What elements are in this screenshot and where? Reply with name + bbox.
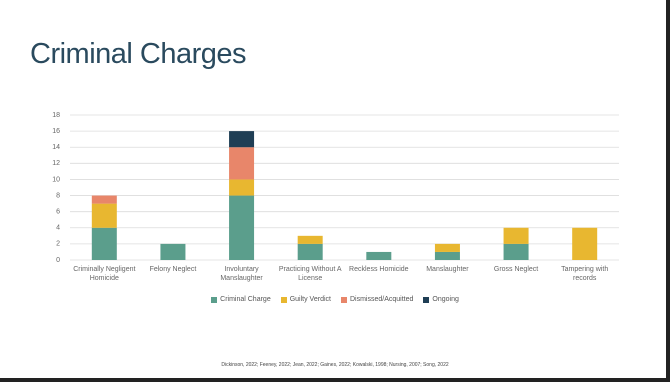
y-tick-label: 4 <box>56 225 60 232</box>
bar-segment <box>229 147 255 180</box>
bar-segment <box>229 179 255 196</box>
legend-swatch <box>423 296 430 303</box>
legend-swatch <box>211 296 218 303</box>
legend-item: Criminal Charge <box>211 296 271 303</box>
x-tick-label: Manslaughter <box>426 266 469 273</box>
bar-segment <box>434 243 460 252</box>
bar-segment <box>503 243 529 260</box>
source-note: Dickinson, 2022; Feeney, 2022; Jean, 202… <box>221 362 449 368</box>
x-tick-label: Felony Neglect <box>149 266 197 273</box>
bar-segment <box>91 203 117 228</box>
y-tick-label: 10 <box>52 176 60 183</box>
bar-segment <box>91 195 117 204</box>
legend-swatch <box>280 296 287 303</box>
bar-segment <box>572 227 598 260</box>
bar-segment <box>229 195 255 260</box>
x-tick-label: Gross Neglect <box>493 266 539 273</box>
x-tick-label: Involuntary Manslaughter <box>220 266 263 282</box>
y-tick-label: 2 <box>56 241 60 248</box>
bar-segment <box>91 227 117 260</box>
slide-title: Criminal Charges <box>30 38 247 70</box>
bar-segment <box>229 131 255 148</box>
bar-segment <box>366 251 392 260</box>
bar-segment <box>297 235 323 244</box>
bar-segment <box>434 251 460 260</box>
bar-segment <box>297 243 323 260</box>
legend-swatch <box>340 296 347 303</box>
y-tick-label: 8 <box>56 192 60 199</box>
y-tick-label: 0 <box>56 257 60 264</box>
y-tick-label: 18 <box>52 112 60 119</box>
bar-segment <box>503 227 529 244</box>
legend-item: Guilty Verdict <box>280 296 331 303</box>
legend-label: Guilty Verdict <box>289 296 331 303</box>
y-tick-label: 16 <box>52 128 60 135</box>
legend-label: Dismissed/Acquitted <box>349 296 414 303</box>
x-tick-label: Criminally Negligent Homicide <box>73 266 136 282</box>
y-tick-label: 14 <box>52 144 60 151</box>
x-tick-label: Practicing Without A License <box>278 266 342 282</box>
legend: Criminal Charge Guilty Verdict Dismissed/A… <box>0 296 666 303</box>
bar-segment <box>160 243 186 260</box>
x-tick-label: Tampering with records <box>561 266 609 282</box>
legend-item: Ongoing <box>423 296 459 303</box>
y-tick-label: 6 <box>56 209 60 216</box>
y-tick-label: 12 <box>52 160 60 167</box>
legend-item: Dismissed/Acquitted <box>340 296 414 303</box>
x-tick-label: Reckless Homicide <box>349 266 409 273</box>
legend-label: Ongoing <box>432 296 459 303</box>
legend-label: Criminal Charge <box>220 296 271 303</box>
